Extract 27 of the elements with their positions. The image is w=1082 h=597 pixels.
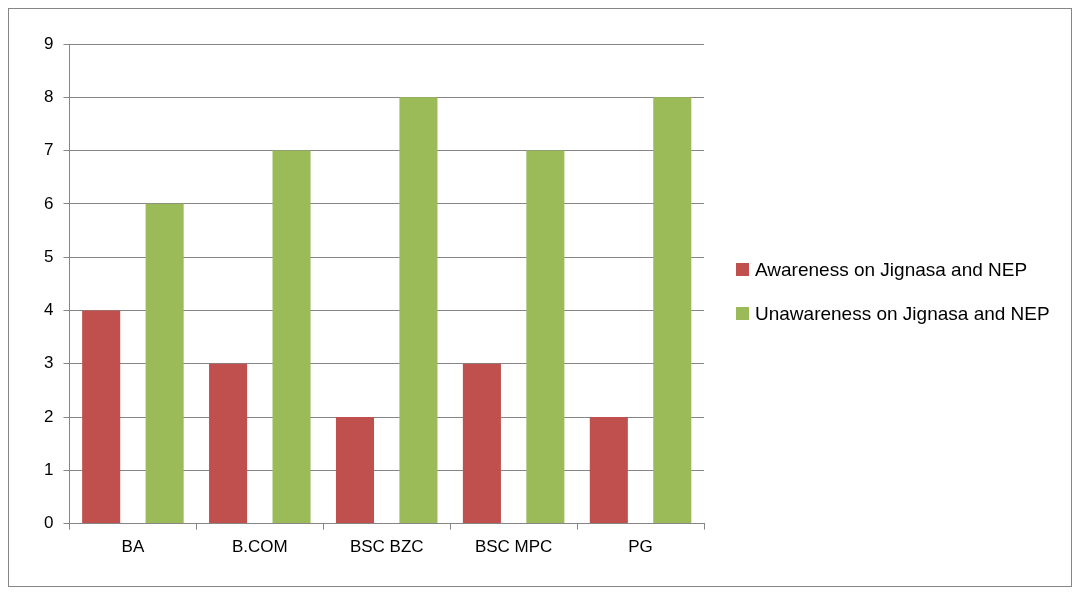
bar [526,150,565,524]
bar [82,310,121,524]
y-tick-label: 0 [43,513,54,533]
y-tick-label: 5 [43,246,54,266]
x-tick-label: BA [121,537,145,557]
bar [589,417,628,524]
y-tick-label: 3 [43,353,54,373]
bar [145,203,184,524]
x-tick-label: BSC BZC [349,537,424,557]
y-tick-label: 6 [43,193,54,213]
y-tick-label: 9 [43,33,54,53]
legend-label: Awareness on Jignasa and NEP [755,257,1028,282]
x-tick-label: B.COM [231,537,288,557]
bar [399,97,438,524]
y-tick-label: 1 [43,460,54,479]
y-tick-label: 4 [43,300,54,320]
bar [335,417,375,524]
y-tick-label: 8 [43,86,54,106]
bar [272,150,311,524]
legend-label: Unawareness on Jignasa and NEP [755,301,1050,326]
bar [653,97,692,524]
bar [209,363,248,524]
x-tick-label: BSC MPC [474,537,553,557]
y-tick-label: 2 [43,406,54,426]
bar [462,363,501,524]
y-tick-label: 7 [43,140,54,160]
x-tick-label: PG [628,537,653,557]
